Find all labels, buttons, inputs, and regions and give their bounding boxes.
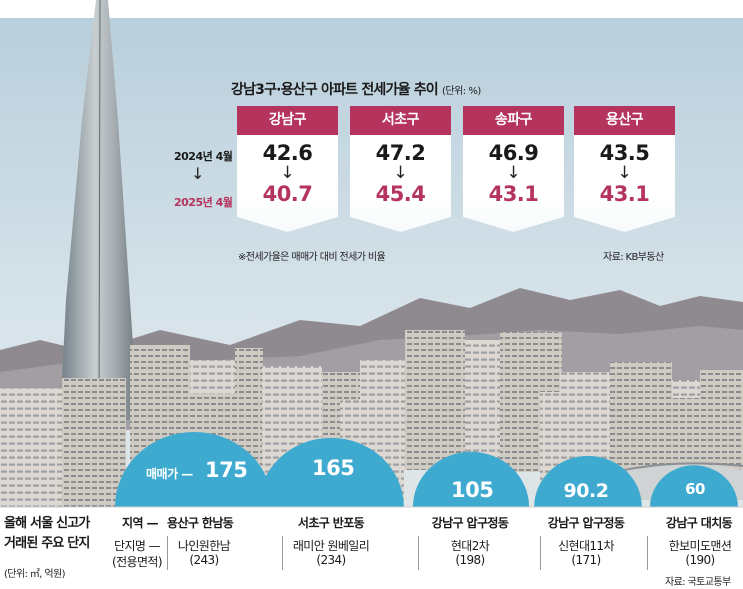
- region-1: 서초구 반포동: [297, 516, 365, 530]
- card-yongsan: 용산구 43.5 ↓ 43.1: [574, 106, 675, 232]
- card-value-2024: 43.5: [599, 141, 650, 165]
- bubble-2: [412, 451, 530, 507]
- column-divider: [282, 536, 283, 570]
- complex-0: 나인원한남: [177, 539, 231, 553]
- card-value-2024: 46.9: [488, 141, 539, 165]
- bubble-title-line1: 올해 서울 신고가: [4, 516, 90, 531]
- price-legend: 매매가 —: [146, 467, 193, 481]
- bubble-unit: (단위: ㎡, 억원): [4, 569, 66, 580]
- complex-3: 신현대11차: [558, 539, 614, 553]
- card-gangnam: 강남구 42.6 ↓ 40.7: [237, 106, 338, 232]
- card-arrow: ↓: [393, 163, 408, 183]
- column-divider: [167, 536, 168, 570]
- column-divider: [418, 536, 419, 570]
- table-title: 강남3구·용산구 아파트 전세가율 추이 (단위: %): [231, 82, 481, 98]
- complex-1: 래미안 원베일리: [292, 539, 370, 553]
- card-value-2025: 43.1: [488, 182, 539, 206]
- region-header: 지역 —: [122, 516, 158, 530]
- bar-label-4: 60: [685, 480, 705, 498]
- bubble-title-line2: 거래된 주요 단지: [4, 536, 90, 551]
- card-value-2024: 47.2: [375, 141, 426, 165]
- card-songpa: 송파구 46.9 ↓ 43.1: [463, 106, 564, 232]
- card-seocho: 서초구 47.2 ↓ 45.4: [350, 106, 451, 232]
- bubble-4: [650, 465, 738, 507]
- bar-label-0: 175: [205, 458, 248, 482]
- card-district: 강남구: [237, 106, 338, 135]
- bar-label-1: 165: [312, 456, 355, 480]
- region-2: 강남구 압구정동: [431, 516, 509, 530]
- area-header: (전용면적): [112, 555, 163, 569]
- complex-4: 한보미도맨션: [668, 539, 732, 553]
- card-arrow: ↓: [280, 163, 295, 183]
- complex-header: 단지명 —: [114, 539, 161, 553]
- area-0: (243): [189, 553, 219, 567]
- row-label-2025: 2025년 4월: [174, 196, 233, 209]
- column-divider: [647, 536, 648, 570]
- region-0: 용산구 한남동: [167, 516, 234, 530]
- bubble-3: [534, 455, 642, 507]
- table-source: 자료: KB부동산: [603, 252, 664, 263]
- table-footnote: ※전세가율은 매매가 대비 전세가 비율: [238, 252, 386, 263]
- bubble-source: 자료: 국토교통부: [665, 577, 731, 588]
- row-arrow: ↓: [191, 164, 205, 183]
- area-3: (171): [571, 553, 601, 567]
- area-4: (190): [685, 553, 715, 567]
- card-value-2025: 43.1: [599, 182, 650, 206]
- card-district: 송파구: [463, 106, 564, 135]
- region-4: 강남구 대치동: [665, 516, 733, 530]
- card-district: 용산구: [574, 106, 675, 135]
- area-2: (198): [455, 553, 485, 567]
- card-value-2025: 40.7: [262, 182, 313, 206]
- bubble-1: [258, 437, 404, 507]
- column-divider: [540, 536, 541, 570]
- card-arrow: ↓: [617, 163, 632, 183]
- row-label-2024: 2024년 4월: [174, 150, 233, 163]
- complex-2: 현대2차: [450, 539, 490, 553]
- card-value-2024: 42.6: [262, 141, 313, 165]
- card-value-2025: 45.4: [375, 182, 426, 206]
- bar-label-2: 105: [451, 478, 494, 502]
- region-3: 강남구 압구정동: [547, 516, 625, 530]
- area-1: (234): [316, 553, 346, 567]
- card-district: 서초구: [350, 106, 451, 135]
- card-arrow: ↓: [506, 163, 521, 183]
- bar-label-3: 90.2: [563, 480, 609, 502]
- table-unit: (단위: %): [441, 86, 481, 97]
- bubble-0: [115, 431, 273, 507]
